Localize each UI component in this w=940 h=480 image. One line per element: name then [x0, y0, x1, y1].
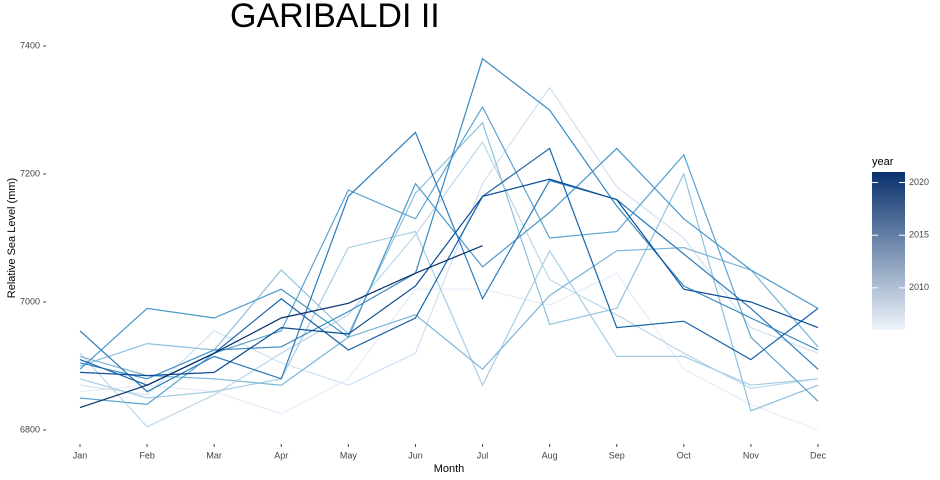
x-tick-label: Mar: [206, 450, 222, 460]
series-line: [79, 86, 819, 396]
colorbar-label: 2010: [909, 282, 929, 292]
x-tick-label: Jan: [73, 450, 88, 460]
series-line: [79, 246, 819, 386]
x-tick-label: Feb: [139, 450, 155, 460]
x-tick-label: Jul: [477, 450, 489, 460]
x-tick-label: Dec: [810, 450, 827, 460]
series-line: [79, 178, 819, 377]
x-tick-label: Oct: [677, 450, 692, 460]
chart-title: GARIBALDI II: [230, 0, 440, 35]
x-tick-label: Sep: [609, 450, 625, 460]
x-tick-label: May: [340, 450, 358, 460]
colorbar: [872, 172, 905, 330]
y-tick-label: 7000: [20, 296, 40, 306]
y-tick-label: 7400: [20, 40, 40, 50]
series-line: [79, 245, 483, 409]
y-axis-label: Relative Sea Level (mm): [6, 178, 18, 298]
series-line: [79, 147, 819, 370]
colorbar-label: 2020: [909, 177, 929, 187]
legend-title: year: [872, 156, 894, 168]
series-line: [79, 230, 819, 399]
x-tick-label: Apr: [274, 450, 288, 460]
x-axis-label: Month: [434, 463, 465, 475]
y-tick-label: 7200: [20, 168, 40, 178]
series-line: [79, 140, 819, 428]
series-line: [79, 121, 819, 412]
series-line: [79, 131, 819, 393]
series-line: [79, 272, 819, 431]
x-tick-label: Jun: [408, 450, 423, 460]
colorbar-label: 2015: [909, 230, 929, 240]
x-tick-label: Aug: [542, 450, 558, 460]
x-tick-label: Nov: [743, 450, 760, 460]
y-tick-label: 6800: [20, 424, 40, 434]
